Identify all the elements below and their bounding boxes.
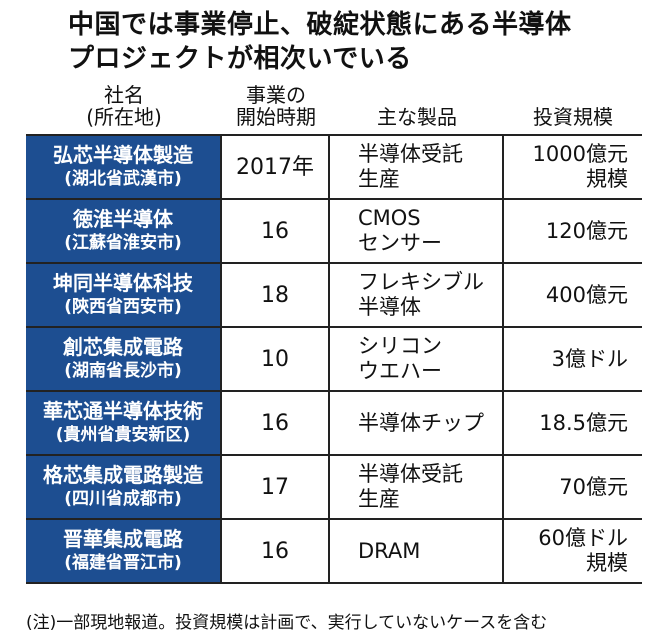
company-location: (福建省晋江市) [64,553,182,573]
company-name: 華芯通半導体技術 [43,399,203,423]
company-location: (陝西省西安市) [64,297,182,317]
company-name: 弘芯半導体製造 [53,143,193,167]
title-line-2: プロジェクトが相次いでいる [68,44,412,74]
investment-line-2: 規模 [586,551,628,575]
company-cell: 格芯集成電路製造 (四川省成都市) [26,456,222,518]
investment-line-1: 60億ドル [538,526,628,550]
table-row: 弘芯半導体製造 (湖北省武漢市) 2017年 半導体受託 生産 1000億元 規… [26,136,642,200]
footnote: (注)一部現地報道。投資規模は計画で、実行していないケースを含む [26,613,548,633]
header-location-label: (所在地) [86,105,162,129]
company-name: 晋華集成電路 [63,527,183,551]
header-investment: 投資規模 [533,105,613,129]
company-cell: 坤同半導体科技 (陝西省西安市) [26,264,222,326]
document-title: 中国では事業停止、破綻状態にある半導体 プロジェクトが相次いでいる [68,8,648,76]
company-cell: 晋華集成電路 (福建省晋江市) [26,520,222,582]
table-row: 晋華集成電路 (福建省晋江市) 16 DRAM 60億ドル 規模 [26,520,642,584]
product-cell: CMOS センサー [330,200,504,262]
table-row: 創芯集成電路 (湖南省長沙市) 10 シリコン ウエハー 3億ドル [26,328,642,392]
projects-table: 弘芯半導体製造 (湖北省武漢市) 2017年 半導体受託 生産 1000億元 規… [26,134,642,584]
table-row: 徳淮半導体 (江蘇省淮安市) 16 CMOS センサー 120億元 [26,200,642,264]
investment-line-1: 70億元 [559,474,628,499]
investment-line-1: 120億元 [545,218,628,243]
investment-cell: 70億元 [504,456,642,518]
company-cell: 華芯通半導体技術 (貴州省貴安新区) [26,392,222,454]
company-name: 徳淮半導体 [73,207,173,231]
product-line-2: 生産 [358,167,400,191]
start-year-cell: 18 [222,264,330,326]
product-line-1: 半導体受託 [358,462,463,486]
product-line-2: センサー [358,231,442,255]
product-line-2: 生産 [358,487,400,511]
product-line-1: 半導体チップ [358,410,484,435]
product-line-1: フレキシブル [358,270,484,294]
header-year-line-2: 開始時期 [236,105,316,129]
investment-line-1: 400億元 [545,282,628,307]
product-line-1: 半導体受託 [358,142,463,166]
company-location: (湖北省武漢市) [64,169,182,189]
investment-cell: 400億元 [504,264,642,326]
header-year-line-1: 事業の [246,83,306,107]
table-row: 華芯通半導体技術 (貴州省貴安新区) 16 半導体チップ 18.5億元 [26,392,642,456]
header-company: 社名 (所在地) [26,84,222,128]
company-name: 創芯集成電路 [63,335,183,359]
start-year-cell: 2017年 [222,136,330,198]
investment-cell: 60億ドル 規模 [504,520,642,582]
company-location: (江蘇省淮安市) [64,233,182,253]
start-year-cell: 16 [222,520,330,582]
start-year-cell: 16 [222,392,330,454]
investment-line-1: 3億ドル [551,346,628,371]
company-cell: 弘芯半導体製造 (湖北省武漢市) [26,136,222,198]
product-cell: 半導体受託 生産 [330,136,504,198]
investment-cell: 3億ドル [504,328,642,390]
investment-line-1: 1000億元 [532,142,628,166]
investment-cell: 120億元 [504,200,642,262]
investment-line-1: 18.5億元 [539,410,628,435]
table-row: 格芯集成電路製造 (四川省成都市) 17 半導体受託 生産 70億元 [26,456,642,520]
investment-cell: 1000億元 規模 [504,136,642,198]
product-line-1: CMOS [358,206,421,230]
table-header: 社名 (所在地) 事業の 開始時期 主な製品 投資規模 [0,82,660,132]
header-start-year: 事業の 開始時期 [222,84,330,128]
company-location: (貴州省貴安新区) [55,425,191,445]
start-year-cell: 10 [222,328,330,390]
start-year-cell: 16 [222,200,330,262]
company-cell: 創芯集成電路 (湖南省長沙市) [26,328,222,390]
company-location: (四川省成都市) [64,489,182,509]
company-location: (湖南省長沙市) [64,361,182,381]
header-company-label: 社名 [104,83,144,107]
product-cell: DRAM [330,520,504,582]
investment-line-2: 規模 [586,167,628,191]
product-line-1: DRAM [358,538,421,563]
title-line-1: 中国では事業停止、破綻状態にある半導体 [68,10,572,40]
product-line-1: シリコン [358,334,442,358]
header-product: 主な製品 [377,105,457,129]
company-cell: 徳淮半導体 (江蘇省淮安市) [26,200,222,262]
product-cell: 半導体受託 生産 [330,456,504,518]
product-cell: シリコン ウエハー [330,328,504,390]
table-row: 坤同半導体科技 (陝西省西安市) 18 フレキシブル 半導体 400億元 [26,264,642,328]
company-name: 格芯集成電路製造 [43,463,203,487]
investment-cell: 18.5億元 [504,392,642,454]
product-cell: フレキシブル 半導体 [330,264,504,326]
product-line-2: ウエハー [358,359,442,383]
company-name: 坤同半導体科技 [53,271,193,295]
product-cell: 半導体チップ [330,392,504,454]
start-year-cell: 17 [222,456,330,518]
product-line-2: 半導体 [358,295,421,319]
